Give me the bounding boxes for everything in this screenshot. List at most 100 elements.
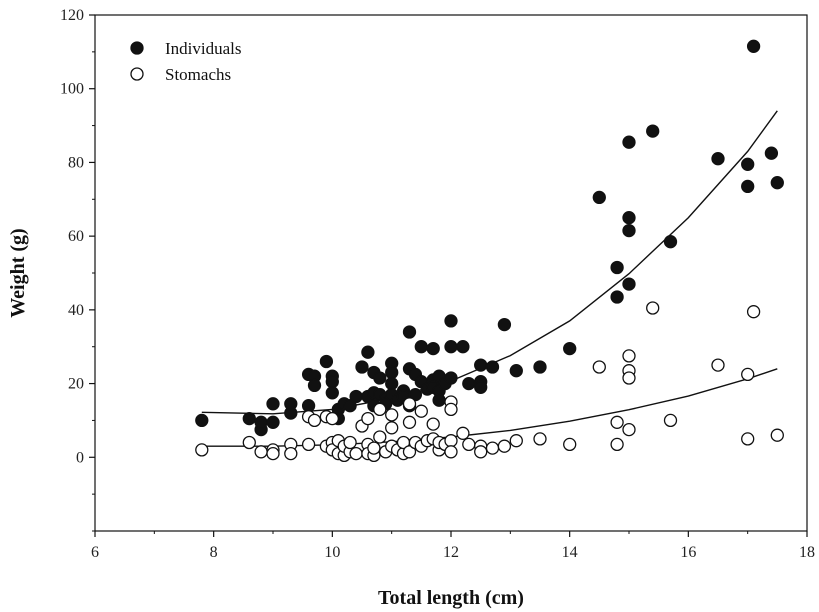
point-stomach — [414, 404, 428, 418]
point-stomach — [533, 432, 547, 446]
x-tick-label: 14 — [562, 544, 578, 561]
point-stomach — [741, 432, 755, 446]
x-tick-label: 6 — [91, 544, 99, 561]
point-individual — [266, 415, 280, 429]
point-individual — [301, 399, 316, 413]
point-individual — [426, 341, 440, 356]
y-axis-title: Weight (g) — [7, 228, 29, 317]
point-individual — [444, 340, 458, 354]
point-individual — [474, 380, 488, 394]
point-stomach — [301, 437, 316, 452]
point-stomach — [402, 397, 417, 411]
point-individual — [764, 146, 779, 160]
point-individual — [497, 317, 512, 332]
point-stomach — [646, 301, 660, 315]
point-individual — [432, 393, 446, 407]
point-individual — [646, 124, 660, 138]
x-tick-label: 10 — [324, 544, 340, 561]
y-tick-label: 100 — [60, 81, 84, 98]
point-stomach — [456, 426, 470, 440]
point-stomach — [592, 360, 606, 374]
fit-lines — [201, 110, 778, 447]
y-tick-label: 120 — [60, 7, 84, 24]
point-individual — [385, 376, 399, 391]
x-axis-title: Total length (cm) — [378, 587, 524, 609]
point-stomach — [343, 435, 357, 450]
point-stomach — [266, 446, 280, 461]
point-stomach — [444, 434, 458, 448]
point-stomach — [195, 443, 209, 457]
point-individual — [622, 135, 636, 149]
point-stomach — [741, 367, 755, 382]
point-individual — [456, 340, 470, 354]
point-individual — [307, 378, 322, 393]
point-stomach — [402, 415, 417, 429]
point-stomach — [622, 422, 636, 437]
x-tick-label: 16 — [680, 544, 696, 561]
point-individual — [355, 360, 369, 374]
x-tick-label: 12 — [443, 544, 459, 561]
point-stomach — [497, 439, 512, 453]
point-individual — [195, 413, 209, 428]
point-individual — [592, 190, 606, 205]
x-tick-label: 8 — [210, 544, 218, 561]
point-individual — [622, 277, 636, 291]
point-individual — [610, 290, 624, 304]
point-individual — [414, 340, 428, 354]
point-individual — [474, 358, 488, 372]
point-individual — [408, 387, 423, 402]
point-stomach — [373, 430, 387, 444]
point-individual — [343, 399, 357, 413]
point-individual — [325, 386, 339, 400]
point-stomach — [663, 413, 678, 428]
point-individual — [349, 389, 363, 404]
point-stomach — [361, 411, 375, 426]
point-individual — [444, 314, 458, 328]
y-tick-label: 60 — [68, 228, 84, 245]
point-individual — [266, 397, 280, 411]
point-stomach — [610, 437, 624, 452]
point-individual — [746, 39, 761, 53]
point-stomach — [307, 413, 322, 428]
point-stomach — [284, 446, 298, 461]
y-tick-label: 0 — [76, 449, 84, 466]
point-individual — [373, 371, 387, 385]
point-stomach — [444, 445, 458, 459]
point-individual — [361, 345, 375, 359]
point-stomach — [610, 415, 624, 429]
point-stomach — [385, 421, 399, 435]
point-individual — [741, 179, 755, 194]
point-stomach — [711, 358, 725, 372]
point-stomach — [622, 349, 636, 363]
legend-marker — [130, 67, 144, 81]
point-stomach — [746, 305, 761, 319]
y-tick-label: 80 — [68, 154, 84, 171]
y-tick-label: 20 — [68, 376, 84, 393]
point-individual — [533, 360, 547, 374]
point-stomach — [367, 441, 381, 455]
point-individual — [563, 341, 577, 356]
point-individual — [319, 354, 334, 369]
point-individual — [509, 364, 523, 378]
point-stomach — [474, 445, 488, 459]
point-stomach — [373, 402, 387, 417]
legend-label: Stomachs — [165, 65, 231, 84]
point-individual — [663, 235, 678, 249]
y-tick-label: 40 — [68, 302, 84, 319]
legend-marker — [130, 41, 144, 55]
point-stomach — [242, 435, 256, 450]
point-individual — [284, 397, 298, 411]
point-stomach — [444, 402, 458, 417]
point-stomach — [563, 437, 577, 452]
x-tick-label: 18 — [799, 544, 815, 561]
point-individual — [242, 411, 256, 426]
point-individual — [622, 223, 636, 238]
point-individual — [462, 376, 476, 391]
point-individual — [254, 415, 268, 429]
point-individual — [385, 365, 399, 380]
legend-label: Individuals — [165, 39, 242, 58]
point-individual — [610, 260, 624, 275]
point-stomach — [402, 445, 417, 459]
point-individual — [622, 211, 636, 225]
